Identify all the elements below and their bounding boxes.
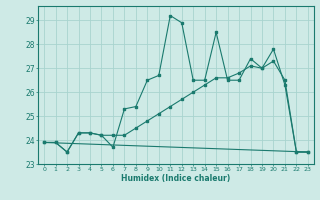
X-axis label: Humidex (Indice chaleur): Humidex (Indice chaleur)	[121, 174, 231, 183]
